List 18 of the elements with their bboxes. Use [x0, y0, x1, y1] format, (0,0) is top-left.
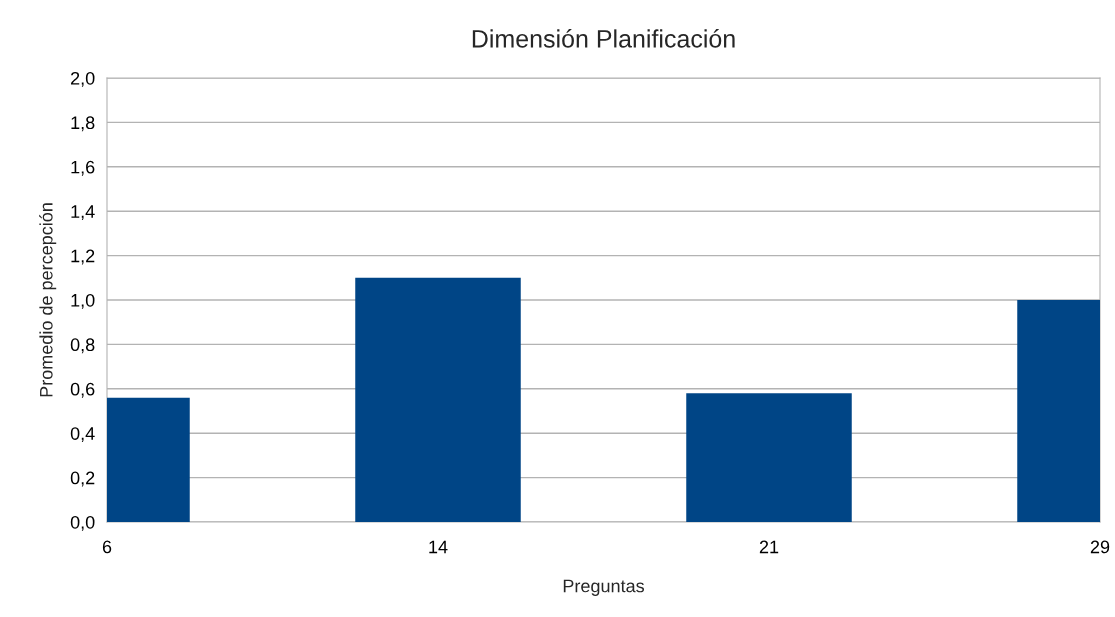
y-tick-label: 1,2	[71, 249, 95, 265]
y-axis-title: Promedio de percepción	[39, 203, 57, 397]
x-axis-title: Preguntas	[563, 579, 645, 596]
x-tick-label: 14	[429, 540, 448, 554]
x-tick-label: 6	[102, 540, 112, 554]
y-tick-label: 1,0	[71, 293, 95, 309]
x-tick-label: 29	[1090, 540, 1110, 554]
chart-title: Dimensión Planificación	[472, 29, 735, 48]
y-tick-label: 0,8	[70, 338, 95, 354]
y-tick-label: 1,6	[71, 160, 95, 176]
y-tick-label: 1,4	[71, 205, 95, 221]
y-tick-label: 0,2	[70, 471, 95, 487]
y-tick-label: 0,4	[70, 427, 95, 443]
y-tick-label: 0,6	[70, 382, 95, 398]
y-tick-label: 2,0	[71, 71, 95, 87]
y-tick-label: 1,8	[71, 116, 95, 132]
y-tick-label: 0,0	[70, 515, 95, 531]
x-tick-label: 21	[759, 540, 779, 554]
